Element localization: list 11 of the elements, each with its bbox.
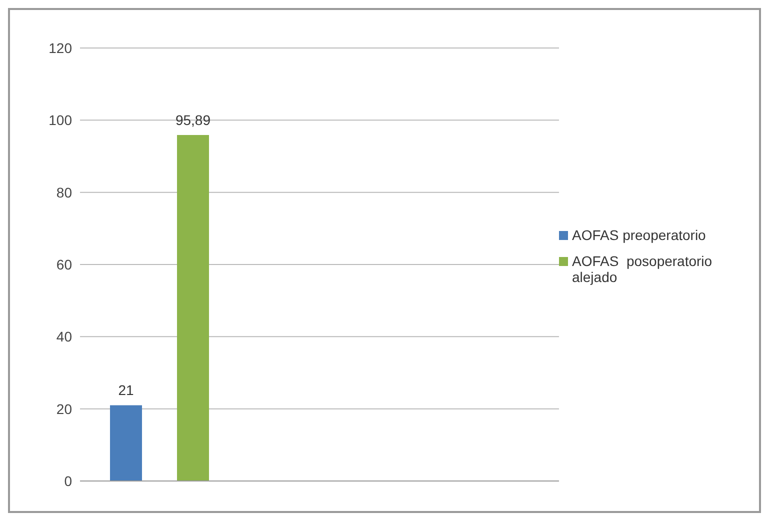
legend-label: AOFAS preoperatorio [572,226,706,242]
legend-label: AOFAS posoperatorio alejado [572,252,714,284]
y-tick-label: 0 [64,472,72,489]
data-label: 95,89 [175,112,211,128]
y-tick-label: 100 [48,112,72,128]
y-tick-label: 120 [48,40,72,56]
y-tick-label: 80 [56,184,72,200]
y-tick-label: 60 [56,256,72,272]
y-tick-label: 40 [56,328,72,345]
data-label: 21 [118,382,134,398]
y-tick-label: 20 [56,400,72,417]
